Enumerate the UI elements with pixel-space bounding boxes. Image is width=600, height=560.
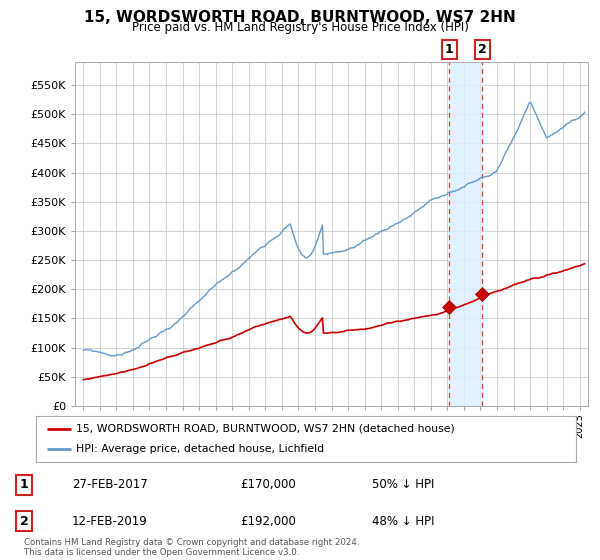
Text: 50% ↓ HPI: 50% ↓ HPI	[372, 478, 434, 492]
Text: 15, WORDSWORTH ROAD, BURNTWOOD, WS7 2HN (detached house): 15, WORDSWORTH ROAD, BURNTWOOD, WS7 2HN …	[77, 424, 455, 434]
Text: 27-FEB-2017: 27-FEB-2017	[72, 478, 148, 492]
Text: HPI: Average price, detached house, Lichfield: HPI: Average price, detached house, Lich…	[77, 444, 325, 454]
Text: 2: 2	[478, 43, 487, 56]
Text: 1: 1	[445, 43, 454, 56]
Bar	[449, 62, 482, 406]
Text: 15, WORDSWORTH ROAD, BURNTWOOD, WS7 2HN: 15, WORDSWORTH ROAD, BURNTWOOD, WS7 2HN	[84, 10, 516, 25]
Text: £192,000: £192,000	[240, 515, 296, 528]
Text: 12-FEB-2019: 12-FEB-2019	[72, 515, 148, 528]
Text: 1: 1	[20, 478, 28, 492]
Text: 48% ↓ HPI: 48% ↓ HPI	[372, 515, 434, 528]
Text: Price paid vs. HM Land Registry's House Price Index (HPI): Price paid vs. HM Land Registry's House …	[131, 21, 469, 34]
Text: £170,000: £170,000	[240, 478, 296, 492]
Text: 2: 2	[20, 515, 28, 528]
Text: Contains HM Land Registry data © Crown copyright and database right 2024.
This d: Contains HM Land Registry data © Crown c…	[24, 538, 359, 557]
